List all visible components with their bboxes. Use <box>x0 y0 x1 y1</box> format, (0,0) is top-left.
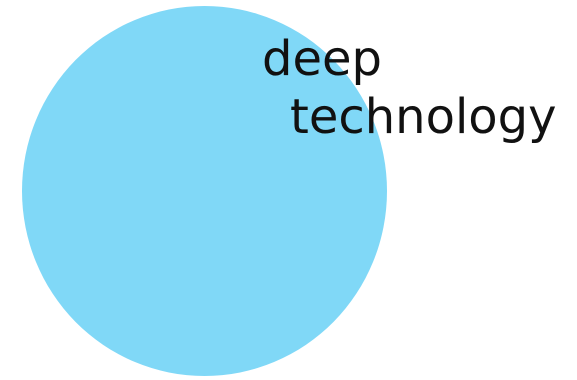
circle-label-line-2: technology <box>290 89 557 145</box>
blue-circle <box>22 6 387 376</box>
circle-label-line-1: deep <box>262 31 382 87</box>
